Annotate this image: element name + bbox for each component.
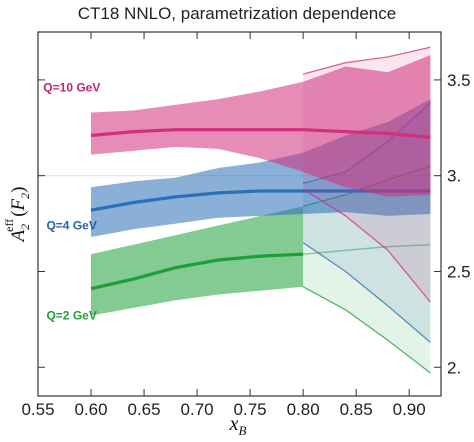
- x-tick-label: 0.70: [181, 400, 214, 419]
- uncertainty-band-q-2-gev: [91, 206, 304, 316]
- extension-lower-q-2-gev: [302, 286, 431, 374]
- annotation-q-4-gev: Q=4 GeV: [46, 218, 96, 232]
- extension-band-q-2-gev: [303, 166, 431, 373]
- extension-lower-q-10-gev: [302, 188, 431, 303]
- y-axis-label-arg: F: [8, 198, 29, 211]
- chart-title: CT18 NNLO, parametrization dependence: [78, 4, 396, 23]
- x-tick-label: 0.75: [234, 400, 267, 419]
- y-axis-label-close: ): [8, 187, 29, 193]
- y-axis-label-arg-sub: 2: [18, 193, 32, 199]
- y-axis-label-open: (: [8, 210, 29, 216]
- x-axis-label-sub: B: [238, 423, 246, 438]
- plot-frame: [37, 31, 442, 397]
- y-axis-label: A2eff(F2): [2, 187, 32, 244]
- uncertainty-band-q-4-gev: [91, 99, 431, 237]
- x-tick-label: 0.55: [21, 400, 54, 419]
- extension-central-q-2-gev: [303, 243, 431, 255]
- x-tick-label: 0.65: [128, 400, 161, 419]
- plot-area: Q=10 GeV Q=4 GeV Q=2 GeV: [38, 46, 441, 374]
- x-axis-label-main: x: [229, 413, 239, 435]
- x-tick-label: 0.80: [287, 400, 320, 419]
- y-axis-label-sup: eff: [2, 219, 16, 232]
- x-tick-label: 0.90: [393, 400, 426, 419]
- extension-upper-q-10-gev: [302, 46, 431, 75]
- annotation-q-2-gev: Q=2 GeV: [46, 308, 96, 322]
- x-axis-label: xB: [229, 413, 247, 438]
- y-tick-label: 3.: [447, 167, 461, 186]
- x-tick-label: 0.85: [340, 400, 373, 419]
- y-tick-label: 2.: [447, 358, 461, 377]
- y-tick-label: 3.5: [447, 71, 471, 90]
- y-tick-label: 2.5: [447, 262, 471, 281]
- annotation-q-10-gev: Q=10 GeV: [43, 80, 100, 94]
- extension-lower-q-4-gev: [302, 242, 431, 343]
- y-axis-label-main: A: [8, 229, 29, 243]
- y-axis-label-sub: 2: [18, 224, 32, 230]
- axes: 0.55 0.60 0.65 0.70 0.75 0.80 0.85 0.90 2. 2.5 3. 3…: [21, 32, 471, 419]
- uncertainty-band-q-10-gev: [91, 55, 431, 197]
- central-line-q-2-gev: [90, 252, 304, 291]
- central-line-q-10-gev: [90, 128, 431, 139]
- x-tick-label: 0.60: [74, 400, 107, 419]
